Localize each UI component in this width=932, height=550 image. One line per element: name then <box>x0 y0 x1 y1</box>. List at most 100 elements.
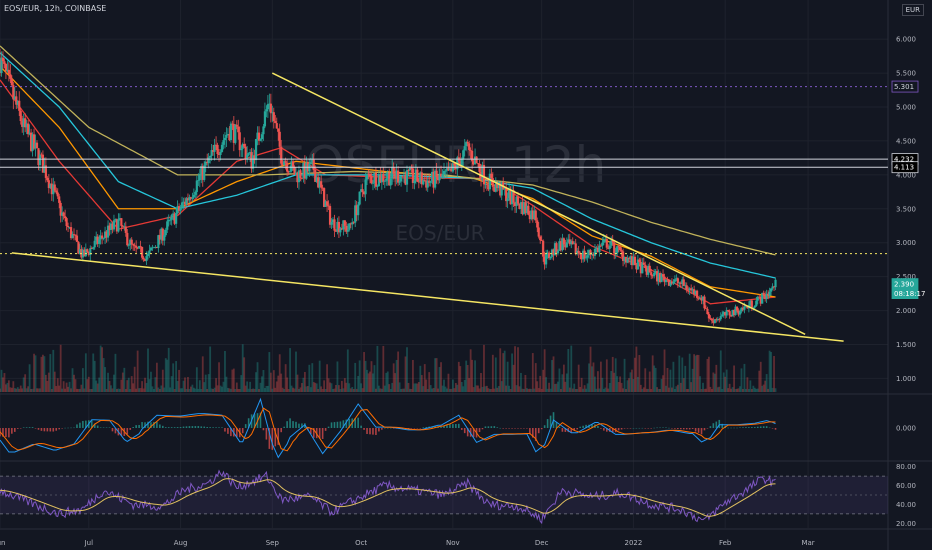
candle-body <box>445 168 449 171</box>
macd-histogram-bar <box>34 428 37 429</box>
volume-bar <box>417 381 420 392</box>
candle-body <box>651 275 654 277</box>
candle-body <box>438 173 441 181</box>
macd-histogram-bar <box>82 420 84 428</box>
horizontal-levels[interactable] <box>0 86 888 255</box>
candle-body <box>361 189 364 192</box>
volume-bar <box>401 388 404 392</box>
candle-body <box>249 152 252 154</box>
candle-body <box>721 314 724 317</box>
macd-histogram-bar <box>203 426 206 428</box>
volume-bar <box>71 368 74 392</box>
candle-body <box>112 220 116 230</box>
candle-body <box>700 298 703 301</box>
candle-body <box>676 278 679 284</box>
volume-bar <box>484 386 487 392</box>
candle-body <box>695 290 699 298</box>
candle-body <box>475 156 478 164</box>
trendlines[interactable] <box>11 72 844 342</box>
currency-button[interactable]: EUR <box>901 4 924 16</box>
price-tick-label: 6.000 <box>896 36 916 44</box>
candle-body <box>666 279 669 281</box>
macd-histogram-bar <box>555 421 558 428</box>
candle-body <box>138 246 141 249</box>
volume-bar <box>500 381 503 392</box>
candle-body <box>55 190 58 193</box>
volume-bar <box>126 380 129 392</box>
candle-body <box>336 221 339 232</box>
volume-bar <box>34 355 37 392</box>
macd-histogram-bar <box>543 425 546 428</box>
candle-body <box>722 312 725 315</box>
candle-body <box>192 194 195 198</box>
volume-bar <box>187 376 189 392</box>
volume-bar <box>370 361 373 392</box>
macd-histogram-bar <box>600 428 602 429</box>
volume-bar <box>315 383 318 392</box>
candle-body <box>342 220 345 230</box>
volume-bar <box>509 388 512 392</box>
candle-body <box>447 168 450 171</box>
macd-histogram-bar <box>126 428 129 435</box>
candle-body <box>513 202 517 206</box>
volume-bar <box>133 366 136 392</box>
volume-bar <box>610 371 613 392</box>
volume-bar <box>506 361 509 392</box>
candle-body <box>312 159 315 170</box>
candle-body <box>81 249 84 258</box>
candle-body <box>185 198 188 205</box>
candle-body <box>703 296 706 309</box>
volume-bar <box>736 388 738 392</box>
volume-bar <box>710 388 713 392</box>
volume-bar <box>55 386 58 392</box>
volume-bar <box>255 372 257 392</box>
candle-body <box>149 247 153 251</box>
candle-body <box>750 300 753 308</box>
volume-bar <box>632 378 635 392</box>
macd-histogram-bar <box>333 422 336 428</box>
volume-bar <box>206 388 209 392</box>
macd-histogram-bar <box>363 428 365 430</box>
volume-bar <box>709 386 712 392</box>
volume-bar <box>613 372 616 392</box>
candle-body <box>170 214 173 220</box>
volume-bar <box>231 369 234 392</box>
volume-bar <box>656 387 659 392</box>
volume-bar <box>561 374 564 392</box>
volume-bar <box>523 388 525 392</box>
candle-body <box>93 240 96 248</box>
macd-histogram-bar <box>70 427 72 429</box>
candle-body <box>465 142 468 147</box>
candle-body <box>337 221 341 233</box>
candle-body <box>352 222 355 224</box>
price-axis[interactable]: 6.000 5.500 5.000 4.500 4.000 3.500 3.000 2.500… <box>891 36 925 528</box>
macd-histogram-bar <box>295 421 297 428</box>
candle-body <box>608 245 611 249</box>
macd-histogram-bar <box>727 427 729 429</box>
volume-bar <box>83 388 86 392</box>
volume-bar <box>702 382 704 392</box>
macd-histogram-bar <box>745 427 747 428</box>
volume-bar <box>124 388 127 392</box>
candle-body <box>422 180 425 185</box>
volume-bar <box>668 387 670 392</box>
macd-histogram-bar <box>312 428 315 438</box>
candle-body <box>123 226 126 228</box>
candle-body <box>521 202 524 214</box>
volume-bar <box>22 377 25 392</box>
volume-bar <box>724 376 727 392</box>
volume-bar <box>148 379 151 392</box>
candle-body <box>737 310 740 315</box>
volume-bar <box>201 356 204 392</box>
candle-body <box>260 134 264 140</box>
volume-bar <box>537 388 540 392</box>
volume-bar <box>203 382 206 392</box>
symbol-header[interactable]: EOS/EUR, 12h, COINBASE <box>4 4 107 13</box>
volume-bar <box>666 368 669 392</box>
time-axis[interactable]: Jun Jul Aug Sep Oct Nov Dec 2022 Feb Mar <box>0 539 815 547</box>
volume-bar <box>491 354 494 392</box>
candle-body <box>704 308 708 310</box>
price-tick-label: 3.500 <box>896 205 916 213</box>
volume-bar <box>101 347 104 392</box>
